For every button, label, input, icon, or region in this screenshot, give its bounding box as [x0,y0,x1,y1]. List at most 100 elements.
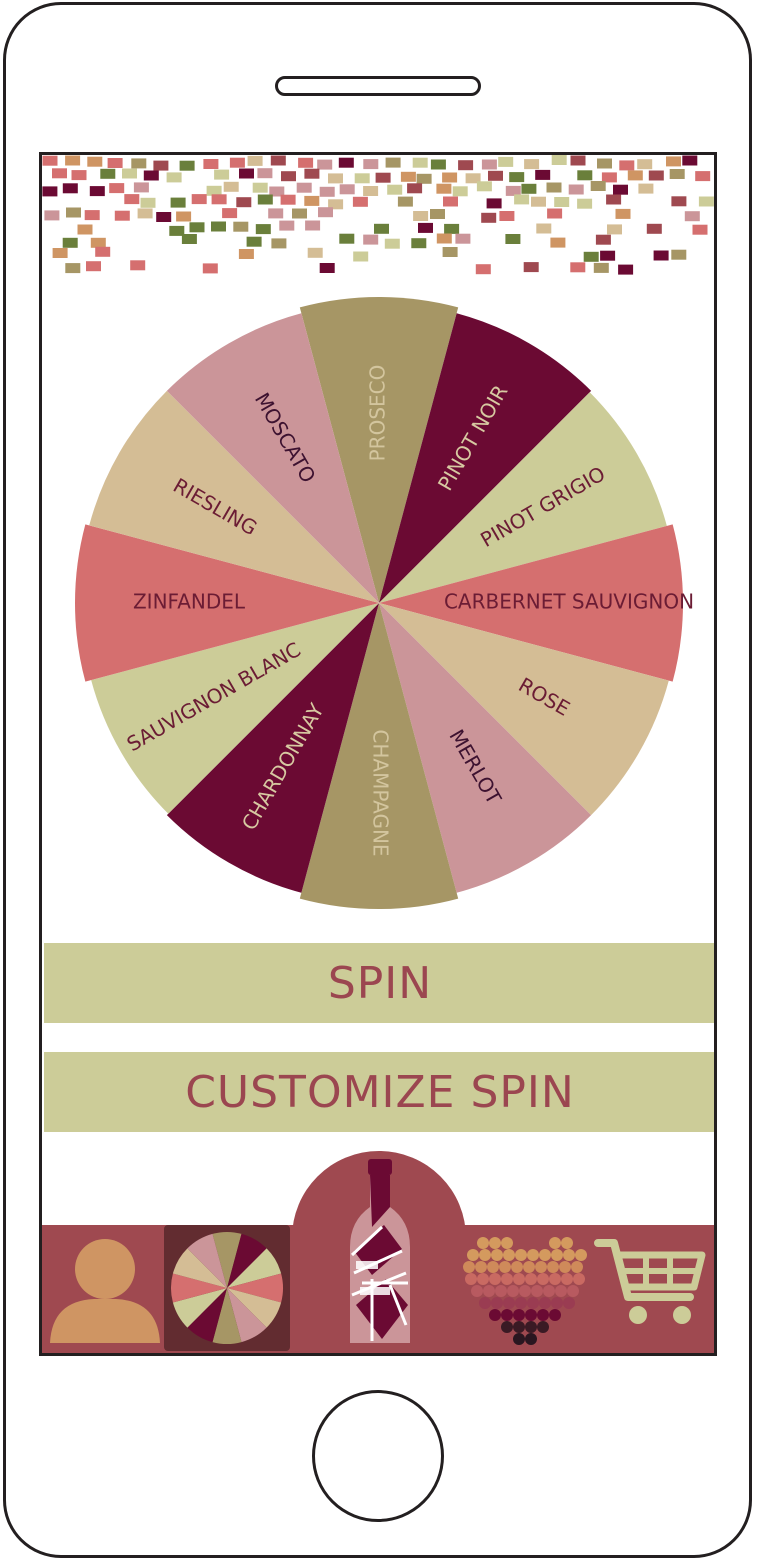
grape-dot [465,1273,477,1285]
confetti-tile [153,160,169,171]
mini-wheel-segment [172,1248,227,1288]
customize-spin-button[interactable]: CUSTOMIZE SPIN [44,1052,714,1132]
wheel-segment [379,603,669,816]
confetti-tile [89,186,105,197]
confetti-tile [452,186,468,197]
grape-dot [561,1273,573,1285]
confetti-tile [279,220,295,231]
shopping-cart-icon [594,1239,706,1324]
grape-dot [507,1285,519,1297]
grape-dot [555,1285,567,1297]
confetti-tile [443,196,458,207]
confetti-tile [137,208,153,219]
wheel-segment-label: ZINFANDEL [133,590,246,614]
confetti-tile [551,155,567,165]
confetti-tile [124,194,140,205]
mini-wheel-segment [187,1233,227,1288]
confetti-tile [271,238,287,249]
confetti-tile [692,224,708,235]
confetti-tile [666,156,681,167]
confetti-tile [385,157,401,168]
grape-dot [471,1285,483,1297]
confetti-tile [296,182,312,193]
confetti-tile [486,198,502,209]
grape-dot [551,1249,563,1261]
mini-wheel-segment [227,1248,282,1288]
confetti-tile [52,168,67,179]
grape-dot [527,1249,539,1261]
confetti-tile [607,224,622,235]
tab-spin-wheel[interactable] [164,1225,290,1351]
grape-dot [475,1261,487,1273]
tab-grape-heart[interactable] [462,1233,592,1351]
wheel-segment [91,603,379,814]
confetti-tile [671,249,687,260]
confetti-tile [65,155,81,166]
confetti-tile [133,182,149,193]
confetti-tile [363,159,379,170]
confetti-tile [475,264,491,275]
grape-dot [573,1273,585,1285]
grape-dot [483,1285,495,1297]
confetti-tile [176,211,192,222]
confetti-tile [143,170,159,181]
grape-dot [495,1285,507,1297]
grape-dot [535,1261,547,1273]
grape-dot [467,1249,479,1261]
confetti-tile [430,209,445,219]
mini-wheel-segment [212,1232,242,1288]
grape-dot [525,1309,537,1321]
spin-button[interactable]: SPIN [44,943,714,1023]
confetti-tile [505,234,521,244]
tab-profile[interactable] [46,1229,164,1347]
confetti-tile [554,197,570,207]
confetti-tile [648,170,664,181]
wheel-segment [379,603,592,893]
confetti-tile [646,223,662,234]
grape-dot [525,1321,537,1333]
confetti-tile [536,223,552,234]
confetti-tile [570,155,586,166]
confetti-tile [114,210,130,221]
grape-dot [489,1309,501,1321]
tab-shopping-cart[interactable] [594,1233,712,1333]
confetti-tile [292,208,307,219]
confetti-tile [281,171,296,182]
confetti-tile [384,238,400,249]
grape-dot [563,1249,575,1261]
confetti-tile [107,158,123,168]
confetti-tile [280,194,296,205]
confetti-tile [100,168,116,179]
grape-dot [525,1333,537,1345]
confetti-tile [233,221,249,232]
confetti-tile [577,170,593,181]
confetti-tile [601,172,617,183]
grape-dot [575,1249,587,1261]
grape-dot [527,1297,539,1309]
tab-wine-bottle[interactable] [332,1155,428,1351]
confetti-tile [397,196,413,207]
confetti-tile [42,186,58,197]
confetti-tile [223,181,239,192]
grape-dot [501,1321,513,1333]
confetti-tile [71,170,87,181]
confetti-tile [593,262,609,273]
confetti-tile [442,247,458,257]
confetti-tile [619,160,635,171]
confetti-tile [412,157,428,168]
grape-dot [515,1249,527,1261]
confetti-tile [550,237,566,248]
grape-dot [537,1321,549,1333]
confetti-tile [328,173,343,184]
grape-dot [525,1273,537,1285]
confetti-tile [682,155,698,166]
confetti-tile [319,263,335,273]
grape-dot [501,1309,513,1321]
spin-wheel-icon [171,1232,283,1344]
grape-dot [537,1309,549,1321]
home-button[interactable] [312,1390,444,1522]
confetti-tile [211,194,227,205]
confetti-tile [387,184,403,195]
grape-dot [563,1297,575,1309]
